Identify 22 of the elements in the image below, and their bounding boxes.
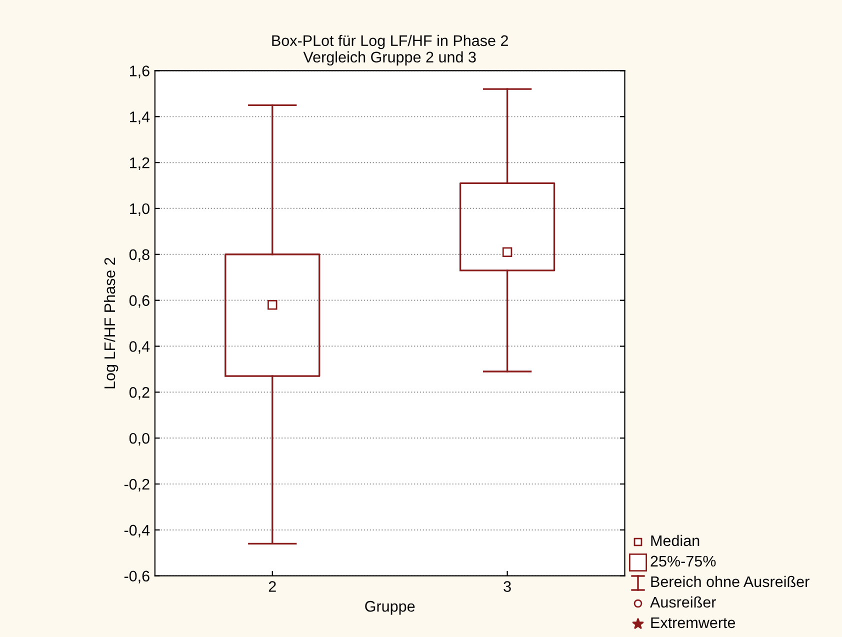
text: 25%-75% — [650, 556, 716, 567]
y-axis-title: Log LF/HF Phase 2 — [104, 258, 118, 388]
y-tick-label: 1,0 — [130, 203, 150, 216]
text: Ausreißer — [650, 596, 716, 608]
y-tick-label: 0,8 — [129, 249, 150, 262]
x-tick-label: 2 — [268, 581, 276, 592]
y-tick-label: -0,2 — [124, 478, 150, 492]
text: Median — [651, 534, 700, 546]
y-tick-label: -0,6 — [124, 570, 150, 584]
y-tick-label: 0,6 — [129, 295, 150, 308]
text: Bereich ohne Ausreißer — [651, 576, 810, 588]
y-tick-label: 0,0 — [129, 432, 150, 446]
x-axis-title: Gruppe — [365, 600, 415, 615]
y-tick-label: 0,2 — [129, 387, 150, 400]
y-tick-label: 0,4 — [129, 341, 150, 354]
y-tick-label: -0,4 — [124, 524, 150, 538]
text: Extremwerte — [651, 617, 736, 628]
x-tick-label: 3 — [504, 581, 511, 592]
y-tick-label: 1,6 — [130, 66, 150, 78]
chart-title: Box-PLot für Log LF/HF in Phase 2 Vergleich Gruppe 2 und 3 — [272, 34, 508, 66]
y-tick-label: 1,2 — [130, 157, 150, 170]
y-tick-label: 1,4 — [130, 112, 150, 124]
